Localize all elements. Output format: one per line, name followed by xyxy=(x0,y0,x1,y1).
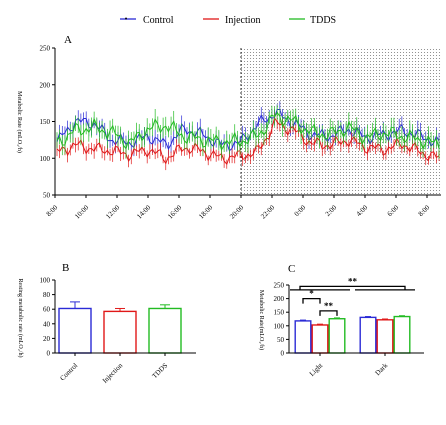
bar-light-tdds xyxy=(328,318,346,354)
legend-marker-control: • xyxy=(125,15,128,24)
y-tick-label: 60 xyxy=(43,306,51,314)
significance-brackets: ***** xyxy=(290,276,415,316)
y-tick-label: 50 xyxy=(43,192,51,200)
legend-label-injection: Injection xyxy=(225,15,261,26)
y-tick-label: 20 xyxy=(43,335,51,343)
y-tick-label: 150 xyxy=(40,118,51,126)
y-tick-label: 250 xyxy=(274,282,285,290)
panel-a: A 50 100 150 200 250 8:00 10:00 12:00 14:00 16:0… xyxy=(16,34,441,221)
y-tick-label: 250 xyxy=(40,45,51,53)
panel-c-letter: C xyxy=(288,263,295,275)
series-injection xyxy=(56,112,440,171)
x-tick-label: 12:00 xyxy=(104,203,121,220)
significance-label: ** xyxy=(324,301,334,311)
bar-light-control xyxy=(294,320,312,354)
legend-label-tdds: TDDS xyxy=(310,15,336,26)
significance-label: * xyxy=(309,289,314,299)
y-tick-label: 0 xyxy=(47,350,51,358)
panel-a-letter: A xyxy=(64,34,72,46)
y-tick-label: 100 xyxy=(274,322,285,330)
bar-dark-injection xyxy=(376,319,394,354)
bracket-control-vs-injection xyxy=(302,297,321,304)
y-tick-label: 200 xyxy=(40,81,51,89)
y-tick-label: 40 xyxy=(43,320,51,328)
x-tick-label: 18:00 xyxy=(197,203,214,220)
bar-tdds xyxy=(148,307,182,354)
bar-injection xyxy=(103,310,137,354)
panel-b: B 0 20 40 60 80 100 Control Injection TDDS Rest… xyxy=(17,262,196,385)
x-tick-label: 10:00 xyxy=(73,203,90,220)
bar-light-injection xyxy=(311,324,329,354)
x-tick-label: 8:00 xyxy=(417,203,432,218)
y-tick-label: 50 xyxy=(277,336,285,344)
x-tick-label: Dark xyxy=(374,361,390,377)
x-tick-label: 16:00 xyxy=(166,203,183,220)
y-tick-label: 200 xyxy=(274,295,285,303)
x-tick-label: Light xyxy=(308,362,324,378)
panel-c-y-label: Metabolic Rate(mLO₂/h) xyxy=(258,290,265,350)
bracket-injection-vs-tdds xyxy=(319,310,338,316)
y-tick-label: 100 xyxy=(40,277,51,285)
y-tick-label: 0 xyxy=(281,350,285,358)
legend: • Control Injection TDDS xyxy=(120,15,336,26)
x-tick-label: 14:00 xyxy=(135,203,152,220)
x-tick-label: TDDS xyxy=(151,362,170,381)
bar-dark-control xyxy=(359,316,377,354)
significance-label: ** xyxy=(348,276,358,286)
panel-b-letter: B xyxy=(62,262,69,274)
panel-b-y-label: Resting metabolic rate (mLO₂/h) xyxy=(17,279,24,358)
series-line-injection xyxy=(56,116,440,166)
series-line-tdds xyxy=(56,111,440,152)
x-tick-label: 2:00 xyxy=(324,203,339,218)
x-tick-label: 22:00 xyxy=(259,203,276,220)
x-tick-label: 20:00 xyxy=(228,203,245,220)
legend-item-injection: Injection xyxy=(203,15,261,26)
x-tick-label: 4:00 xyxy=(355,203,370,218)
bar-control xyxy=(58,307,92,354)
x-tick-label: 0:00 xyxy=(293,203,308,218)
x-tick-label: 6:00 xyxy=(386,203,401,218)
x-tick-label: Control xyxy=(58,362,79,383)
y-tick-label: 150 xyxy=(274,309,285,317)
y-tick-label: 100 xyxy=(40,155,51,163)
legend-label-control: Control xyxy=(143,15,174,26)
series-tdds xyxy=(56,105,440,159)
x-tick-label: 8:00 xyxy=(45,203,60,218)
bracket-light-vs-dark xyxy=(299,285,406,290)
x-tick-label: Injection xyxy=(101,361,125,385)
panel-a-y-label: Metabolic Rate (mLO₂/h) xyxy=(16,91,23,153)
legend-item-tdds: TDDS xyxy=(289,15,336,26)
bar-dark-tdds xyxy=(393,315,411,354)
legend-item-control: • Control xyxy=(120,15,174,26)
y-tick-label: 80 xyxy=(43,291,51,299)
